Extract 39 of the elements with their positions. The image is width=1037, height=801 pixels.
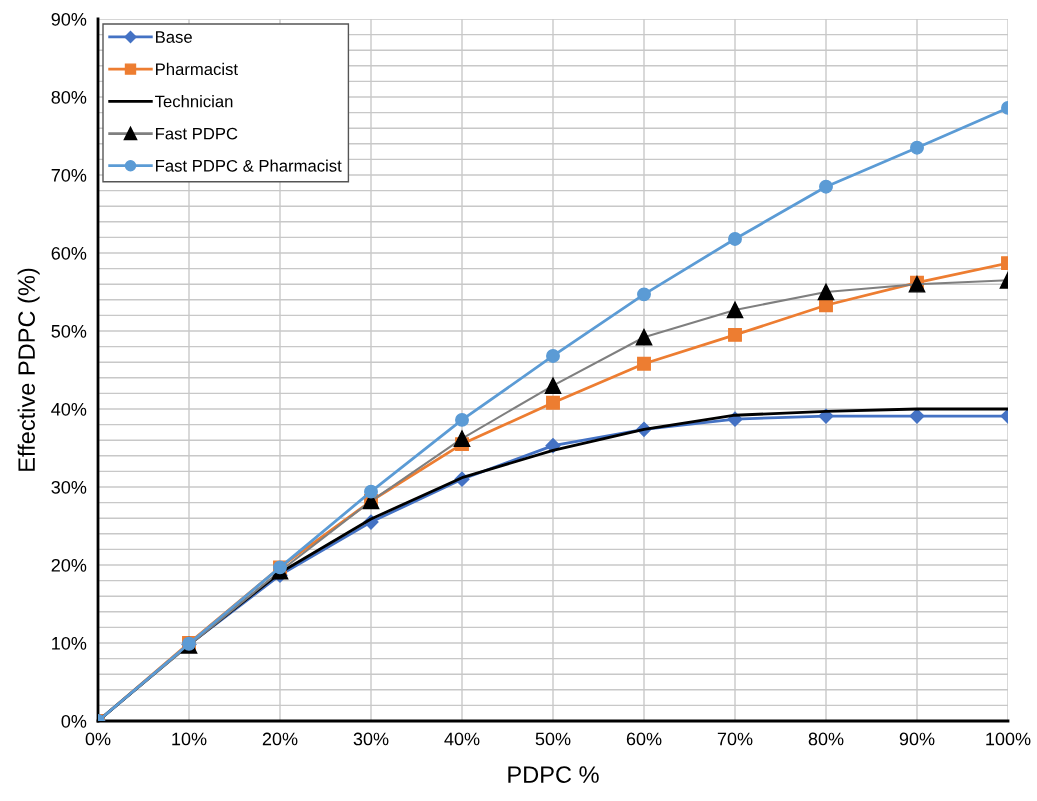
y-tick-label: 10% — [52, 636, 87, 650]
x-tick-label: 50% — [535, 732, 571, 746]
x-axis-title: PDPC % — [508, 766, 599, 783]
x-tick-label: 30% — [353, 732, 389, 746]
legend-label: Fast PDPC — [156, 127, 238, 140]
y-tick-label: 90% — [51, 12, 87, 26]
point — [910, 140, 924, 155]
x-tick-label: 40% — [444, 732, 480, 746]
y-tick-label: 0% — [61, 714, 87, 728]
point — [909, 408, 925, 424]
x-tick-label: 90% — [899, 732, 935, 746]
legend-label: Technician — [155, 95, 233, 108]
y-tick-label: 30% — [51, 480, 87, 494]
point — [728, 232, 742, 246]
point — [637, 356, 651, 371]
y-tick-label: 70% — [51, 168, 87, 182]
point — [546, 395, 560, 410]
legend-label: Base — [156, 31, 192, 43]
y-tick-label: 20% — [51, 558, 87, 572]
point — [364, 484, 378, 499]
legend-label: Pharmacist — [156, 62, 238, 76]
x-tick-label: 0% — [85, 732, 111, 746]
legend-label: Fast PDPC & Pharmacist — [156, 159, 342, 172]
x-tick-label: 10% — [172, 732, 207, 746]
y-tick-label: 80% — [51, 90, 87, 104]
x-tick-label: 20% — [262, 732, 298, 746]
point — [455, 412, 469, 427]
point — [728, 327, 742, 342]
y-tick-label: 60% — [51, 246, 87, 260]
x-tick-label: 60% — [626, 732, 662, 746]
y-tick-label: 40% — [51, 402, 87, 416]
y-tick-label: 50% — [51, 324, 87, 338]
point — [637, 287, 651, 302]
x-tick-label: 100% — [986, 732, 1031, 746]
point — [819, 179, 833, 194]
point — [546, 349, 560, 363]
x-tick-label: 80% — [808, 732, 844, 746]
x-tick-label: 70% — [717, 732, 753, 746]
y-axis-title: Effective PDPC (%) — [17, 268, 40, 471]
